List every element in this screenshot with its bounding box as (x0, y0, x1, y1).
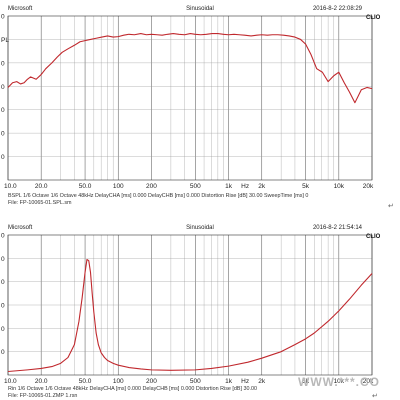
chart1-x-ticks: 10.0 20.0 50.0 100 200 500 1k Hz 2k 5k 10k 20k (4, 183, 374, 190)
x-tick-label: 20.0 (35, 378, 48, 385)
chart1-header-right: 2016-8-2 22:08:29 (313, 6, 363, 12)
chart1-clio-logo: CLIO (366, 15, 381, 21)
x-tick-label: 1k (225, 183, 233, 190)
y-tick-label: 0 (1, 84, 5, 91)
x-tick-label: 100 (113, 378, 124, 385)
x-tick-label: 10.0 (4, 183, 17, 190)
y-tick-label: 0 (1, 131, 5, 138)
x-tick-label: 5k (302, 378, 310, 385)
x-tick-label: Hz (241, 378, 249, 385)
impedance-chart: Microsoft Sinusoidal 2016-8-2 21:54:14 C… (1, 225, 381, 400)
y-tick-label: 0 (1, 14, 5, 21)
y-tick-label: 0 (1, 60, 5, 67)
chart1-y-ticks: 0 PL 0 0 0 0 0 (1, 14, 9, 162)
chart1-file-line: File: FP-10065-01.SPL.sm (8, 200, 72, 206)
paragraph-mark-1: ↵ (388, 203, 394, 210)
x-tick-label: 200 (146, 378, 157, 385)
chart1-spl-curve (7, 33, 373, 104)
x-tick-label: 5k (302, 183, 310, 190)
chart2-header-center: Sinusoidal (186, 225, 214, 231)
watermark: WWW.***.CO (298, 375, 380, 389)
y-tick-label: 0 (1, 154, 5, 161)
chart1-plot-frame (7, 15, 373, 181)
paragraph-mark-2: ↵ (372, 393, 378, 400)
chart2-settings-line: Rin 1/6 Octave 1/6 Octave 48kHz DelayCHA… (8, 386, 257, 392)
x-tick-label: 2k (258, 183, 266, 190)
chart1-header-left: Microsoft (8, 6, 33, 12)
x-tick-label: 100 (113, 183, 124, 190)
chart2-clio-logo: CLIO (366, 234, 381, 240)
spl-chart: Microsoft Sinusoidal 2016-8-2 22:08:29 C… (1, 6, 394, 210)
x-tick-label: 20k (363, 183, 374, 190)
y-tick-label: 0 (1, 303, 5, 310)
x-tick-label: 20.0 (35, 183, 48, 190)
chart2-grid (7, 235, 373, 375)
chart2-header-right: 2016-8-2 21:54:14 (313, 225, 363, 231)
x-tick-label: 10k (334, 378, 345, 385)
x-tick-label: 500 (190, 183, 201, 190)
chart2-impedance-curve (7, 258, 373, 373)
x-tick-label: 10k (334, 183, 345, 190)
chart1-header-center: Sinusoidal (186, 6, 214, 12)
y-tick-label: 0 (1, 107, 5, 114)
y-tick-label: 0 (1, 279, 5, 286)
chart2-plot-frame (7, 234, 373, 376)
y-tick-label: 0 (1, 349, 5, 356)
x-tick-label: Hz (241, 183, 249, 190)
x-tick-label: 10.0 (4, 378, 17, 385)
y-tick-label: 0 (1, 326, 5, 333)
x-tick-label: 50.0 (79, 183, 92, 190)
chart2-x-ticks: 10.0 20.0 50.0 100 200 500 1k Hz 2k 5k 10k 20k (4, 378, 374, 385)
chart1-settings-line: BSPL 1/6 Octave 1/6 Octave 48kHz DelayCH… (8, 193, 308, 199)
chart1-grid (7, 16, 373, 180)
chart2-file-line: File: FP-10065-01.ZMP 1.rsn (8, 393, 77, 399)
x-tick-label: 2k (258, 378, 266, 385)
chart2-y-ticks: 0 0 0 0 0 0 (1, 233, 5, 357)
y-tick-label: 0 (1, 233, 5, 240)
y-tick-label: 0 (1, 256, 5, 263)
y-tick-label: PL (1, 37, 9, 44)
x-tick-label: 200 (146, 183, 157, 190)
x-tick-label: 500 (190, 378, 201, 385)
x-tick-label: 20k (363, 378, 374, 385)
x-tick-label: 50.0 (79, 378, 92, 385)
x-tick-label: 1k (225, 378, 233, 385)
chart2-header-left: Microsoft (8, 225, 33, 231)
